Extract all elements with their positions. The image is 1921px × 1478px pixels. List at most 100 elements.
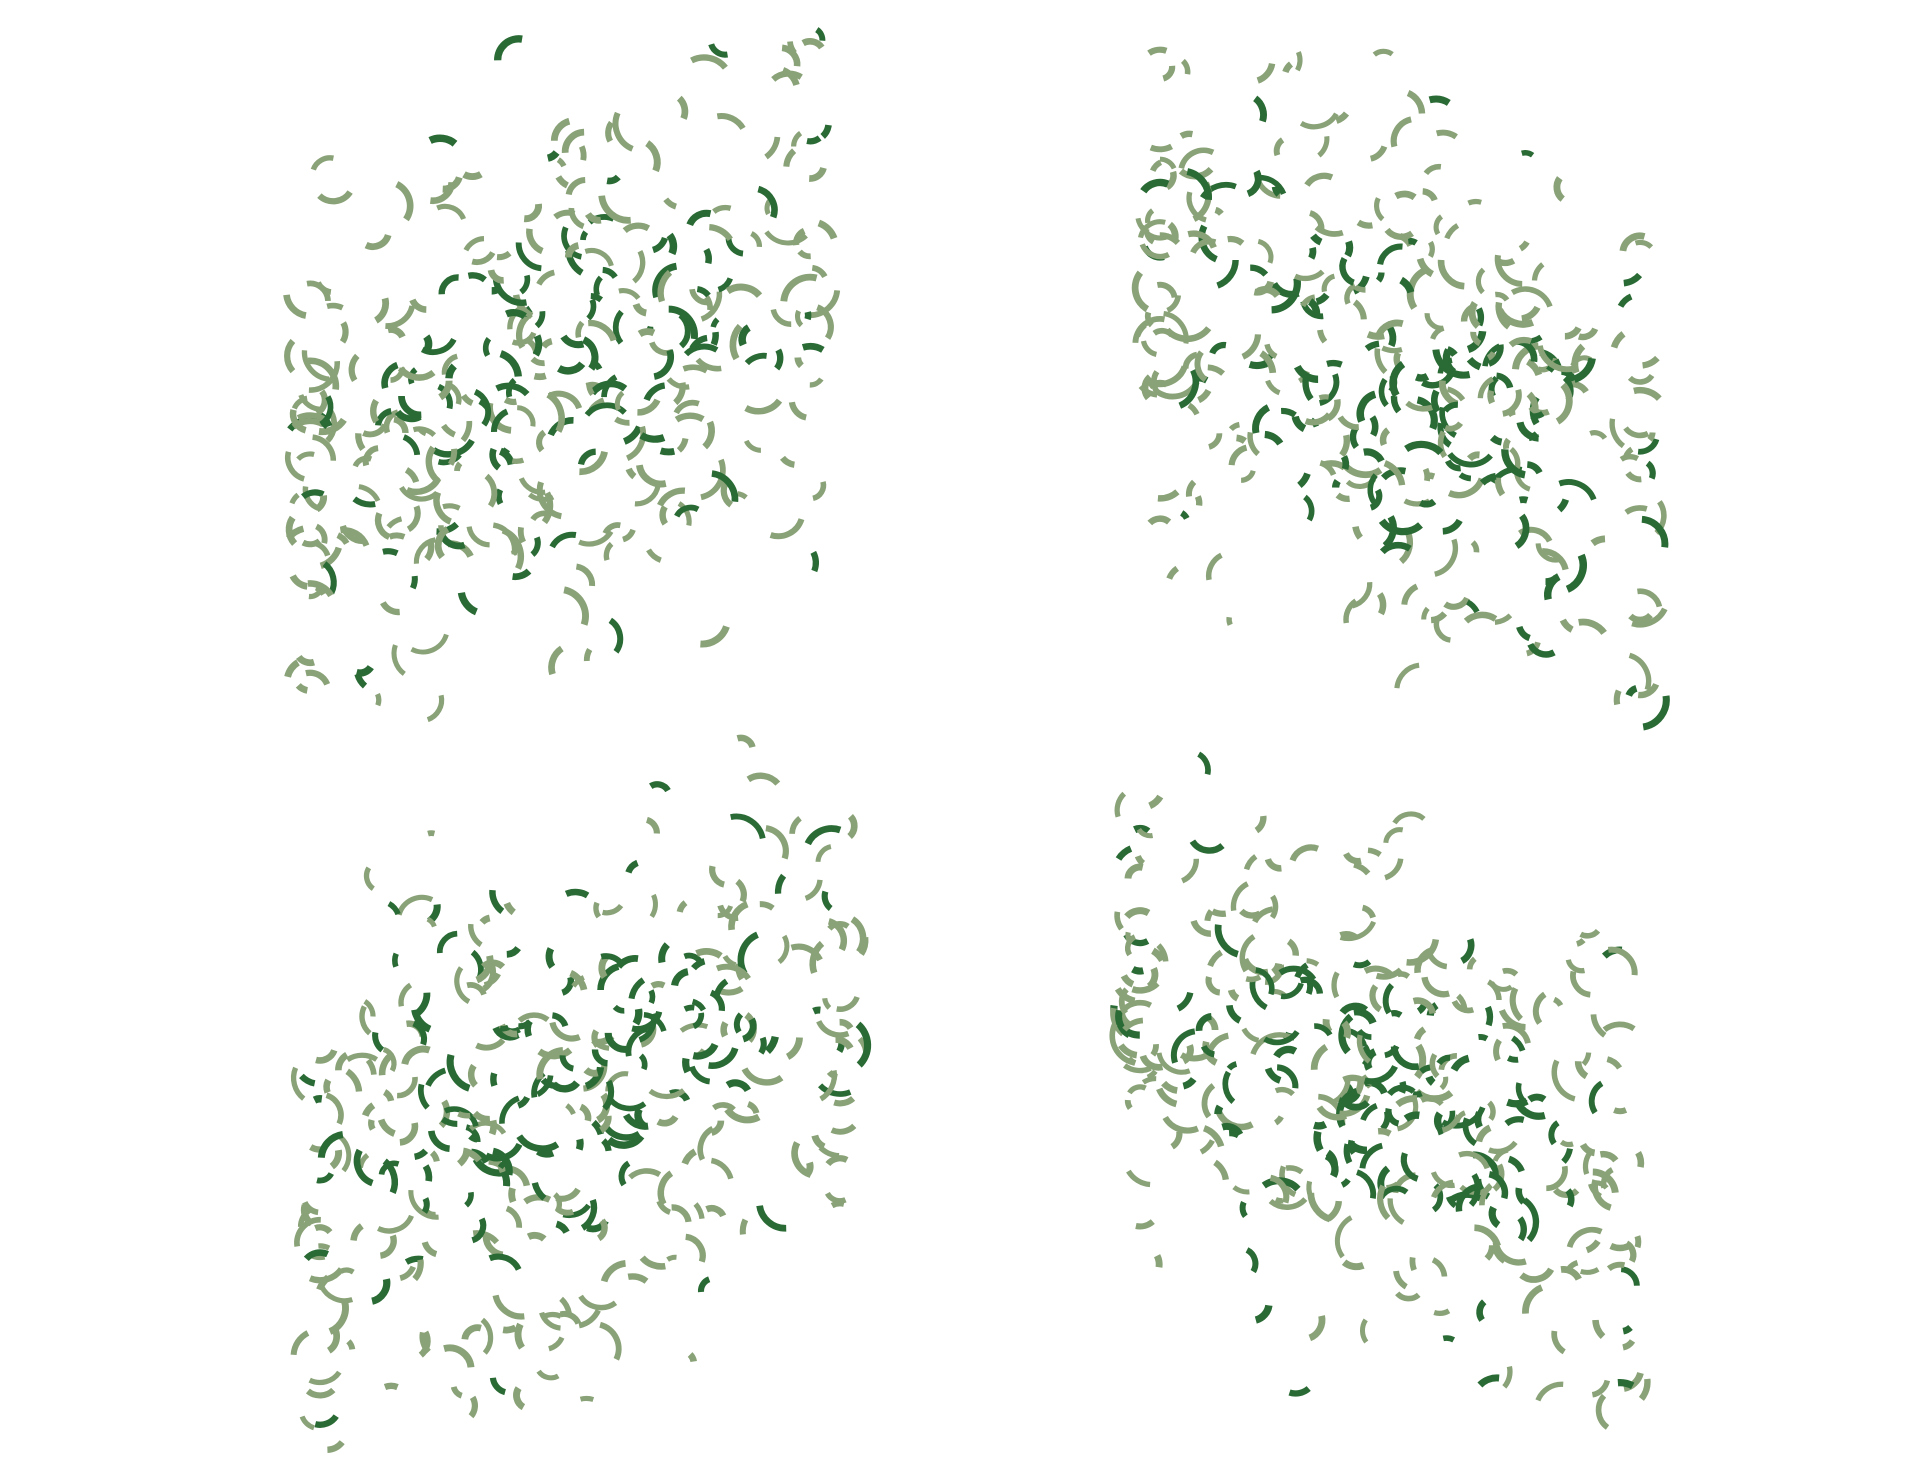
light-arc-stroke [555,1187,581,1202]
dark-arc-stroke [1447,451,1493,468]
dark-arc-stroke [1390,1010,1403,1018]
light-arc-stroke [438,1099,451,1129]
dark-arc-stroke [1131,965,1144,975]
light-arc-stroke [323,1078,332,1094]
dark-arc-stroke [1216,259,1239,289]
dark-arc-stroke [604,1032,628,1053]
dark-arc-stroke [1488,1205,1501,1229]
light-arc-stroke [1494,477,1506,497]
light-arc-stroke [462,1147,482,1163]
light-arc-stroke [833,1095,856,1107]
dark-arc-stroke [1458,472,1472,482]
light-arc-stroke [393,416,409,434]
dark-arc-stroke [1382,982,1395,1015]
light-arc-stroke [315,389,328,417]
light-arc-stroke [291,395,308,410]
dark-arc-stroke [531,1181,547,1201]
dark-arc-stroke [1252,404,1271,434]
dark-arc-stroke [1515,1082,1528,1106]
dark-arc-stroke [580,1199,598,1231]
light-arc-stroke [1581,1052,1592,1067]
light-arc-stroke [1190,238,1217,255]
light-arc-stroke [1136,827,1154,839]
light-arc-stroke [546,391,565,433]
light-arc-stroke [1271,962,1283,976]
light-arc-stroke [285,515,298,546]
light-arc-stroke [1366,330,1385,340]
light-arc-stroke [454,966,471,1004]
light-arc-stroke [488,1119,497,1136]
light-arc-stroke [1164,170,1177,191]
dark-arc-stroke [500,1170,511,1187]
light-arc-stroke [548,645,564,676]
light-arc-stroke [1401,583,1419,606]
light-arc-stroke [583,1067,599,1077]
dark-arc-stroke [422,1164,433,1182]
light-arc-stroke [676,437,689,453]
dark-arc-stroke [602,1079,615,1111]
light-arc-stroke [1196,388,1212,404]
light-arc-stroke [1384,227,1414,240]
light-arc-stroke [673,399,700,415]
light-arc-stroke [345,1068,363,1092]
dark-arc-stroke [387,901,401,916]
light-arc-stroke [1343,851,1362,865]
light-arc-stroke [530,356,545,367]
dark-arc-stroke [1222,1070,1236,1104]
dark-arc-stroke [1379,541,1412,555]
light-arc-stroke [825,1155,849,1167]
light-arc-stroke [598,195,631,224]
light-arc-stroke [1414,947,1434,974]
light-arc-stroke [1532,991,1547,1025]
dark-arc-stroke [551,1012,569,1028]
dark-arc-stroke [555,1220,570,1235]
light-arc-stroke [1570,970,1591,998]
dark-arc-stroke [1182,1076,1197,1090]
light-arc-stroke [666,377,690,390]
light-arc-stroke [1321,273,1336,293]
light-arc-stroke [285,451,306,482]
light-arc-stroke [377,1118,396,1137]
dark-arc-stroke [519,274,531,295]
light-arc-stroke [1409,1256,1417,1272]
dark-arc-stroke [631,1010,663,1033]
light-arc-stroke [1566,1226,1603,1249]
light-arc-stroke [1141,1076,1157,1085]
dark-arc-stroke [353,1148,374,1187]
light-arc-stroke [1207,433,1223,450]
light-arc-stroke [319,1284,354,1304]
light-arc-stroke [1479,1183,1493,1206]
light-arc-stroke [1228,421,1241,432]
dark-arc-stroke [1390,395,1402,414]
dark-arc-stroke [1488,1171,1509,1200]
light-arc-stroke [1623,446,1634,458]
dark-arc-stroke [1377,243,1403,266]
light-arc-stroke [1383,460,1406,486]
light-arc-stroke [1167,221,1179,244]
light-arc-stroke [396,1076,418,1099]
dark-arc-stroke [1307,298,1321,315]
light-arc-stroke [1392,811,1426,825]
dark-arc-stroke [683,1004,695,1012]
light-arc-stroke [1285,1165,1304,1175]
light-arc-stroke [645,140,661,173]
dark-arc-stroke [634,1107,647,1130]
dark-arc-stroke [560,334,585,349]
dark-arc-stroke [1442,1335,1456,1343]
light-arc-stroke [815,844,832,863]
light-arc-stroke [555,1206,575,1216]
light-arc-stroke [1207,364,1226,376]
light-arc-stroke [695,947,723,959]
light-arc-stroke [1185,479,1197,497]
light-arc-stroke [1595,1393,1610,1430]
dark-arc-stroke [1445,459,1461,472]
light-arc-stroke [315,1048,338,1064]
dark-arc-stroke [1226,1061,1238,1071]
light-arc-stroke [1149,159,1163,173]
dark-arc-stroke [708,43,728,58]
light-arc-stroke [708,223,733,242]
light-arc-stroke [1627,373,1655,385]
light-arc-stroke [1122,1017,1144,1032]
dark-arc-stroke [371,1278,391,1305]
light-arc-stroke [1150,1044,1159,1057]
